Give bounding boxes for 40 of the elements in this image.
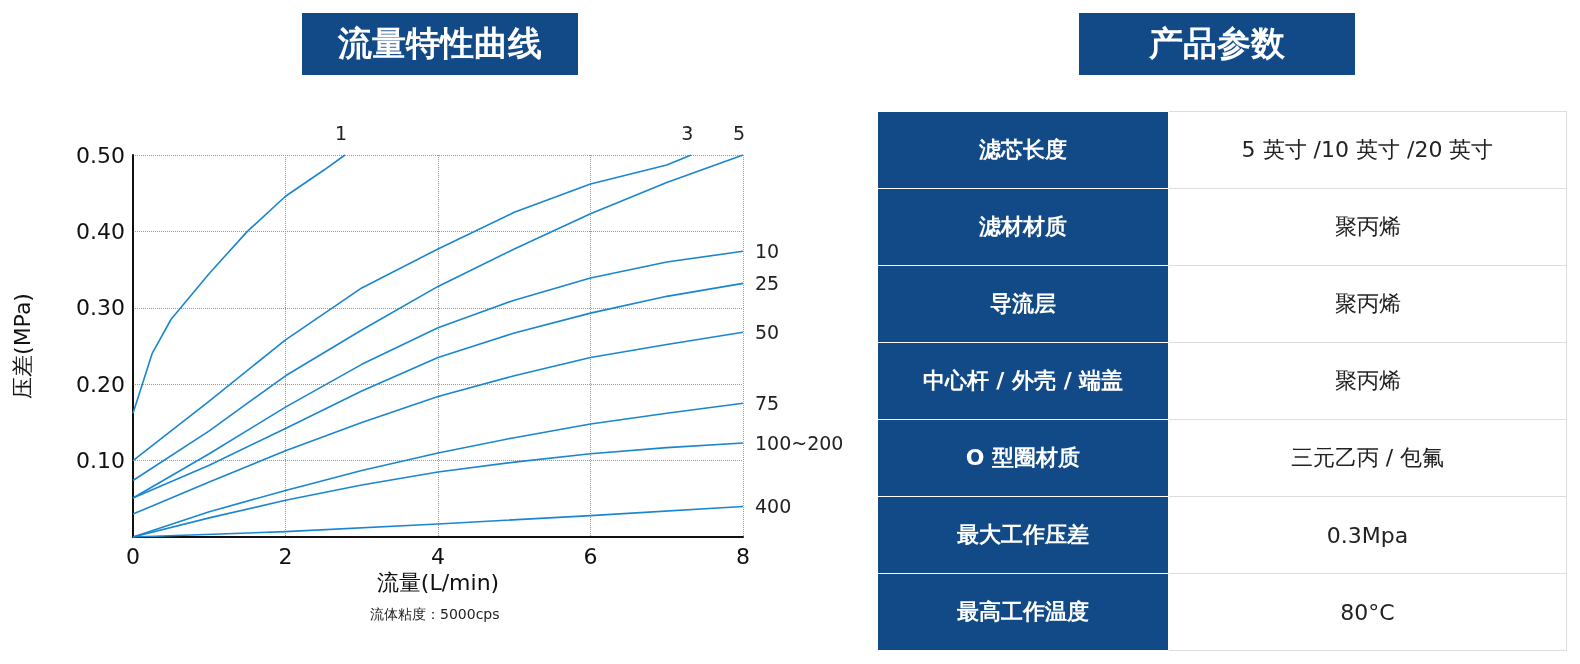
category-label: 聚丙烯 — [1334, 291, 1401, 316]
x-tick-label: 4 — [431, 543, 445, 569]
category-label: 滤芯长度 — [979, 137, 1067, 162]
category-label: O 型圈材质 — [965, 445, 1081, 470]
category-label: 中心杆 / 外壳 / 端盖 — [922, 368, 1124, 393]
y-tick-label: 0.20 — [76, 371, 125, 397]
category-label: 滤材材质 — [979, 214, 1067, 239]
x-tick-label: 8 — [736, 543, 750, 569]
text: 流体粘度：5000cps — [370, 606, 500, 622]
category-label: 最大工作压差 — [957, 522, 1089, 547]
category-label: 0.3Mpa — [1326, 522, 1409, 548]
series-label: 5 — [733, 122, 746, 144]
y-tick-label: 0.10 — [76, 448, 125, 474]
category-label: 三元乙丙 / 包氟 — [1290, 445, 1445, 470]
series-label: 400 — [755, 495, 792, 518]
y-tick-label: 0.30 — [76, 295, 125, 321]
series-label: 100~200 — [755, 432, 844, 455]
series-label: 75 — [755, 392, 780, 415]
series-label: 25 — [755, 272, 780, 295]
category-label: 80°C — [1340, 599, 1395, 625]
y-axis-title: 压差(MPa) — [9, 293, 35, 399]
series-label: 3 — [681, 122, 694, 144]
text: 产品参数 — [1079, 13, 1355, 75]
chart-title: 流量特性曲线 — [302, 13, 578, 75]
series-label: 10 — [755, 240, 780, 263]
series-label: 1 — [334, 122, 348, 144]
line-series — [132, 154, 346, 415]
category-label: 导流层 — [990, 291, 1056, 316]
category-label: 聚丙烯 — [1334, 214, 1401, 239]
x-tick-label: 0 — [126, 543, 140, 569]
category-label: 聚丙烯 — [1334, 368, 1401, 393]
category-label: 5 英寸 /10 英寸 /20 英寸 — [1241, 137, 1494, 162]
category-label: 最高工作温度 — [957, 599, 1089, 624]
line-series — [132, 331, 744, 515]
x-axis-title: 流量(L/min) — [376, 570, 500, 596]
series-label: 50 — [755, 321, 780, 344]
y-tick-label: 0.50 — [76, 142, 125, 168]
x-tick-label: 2 — [278, 543, 293, 569]
x-tick-label: 6 — [583, 543, 598, 569]
y-tick-label: 0.40 — [76, 218, 125, 244]
